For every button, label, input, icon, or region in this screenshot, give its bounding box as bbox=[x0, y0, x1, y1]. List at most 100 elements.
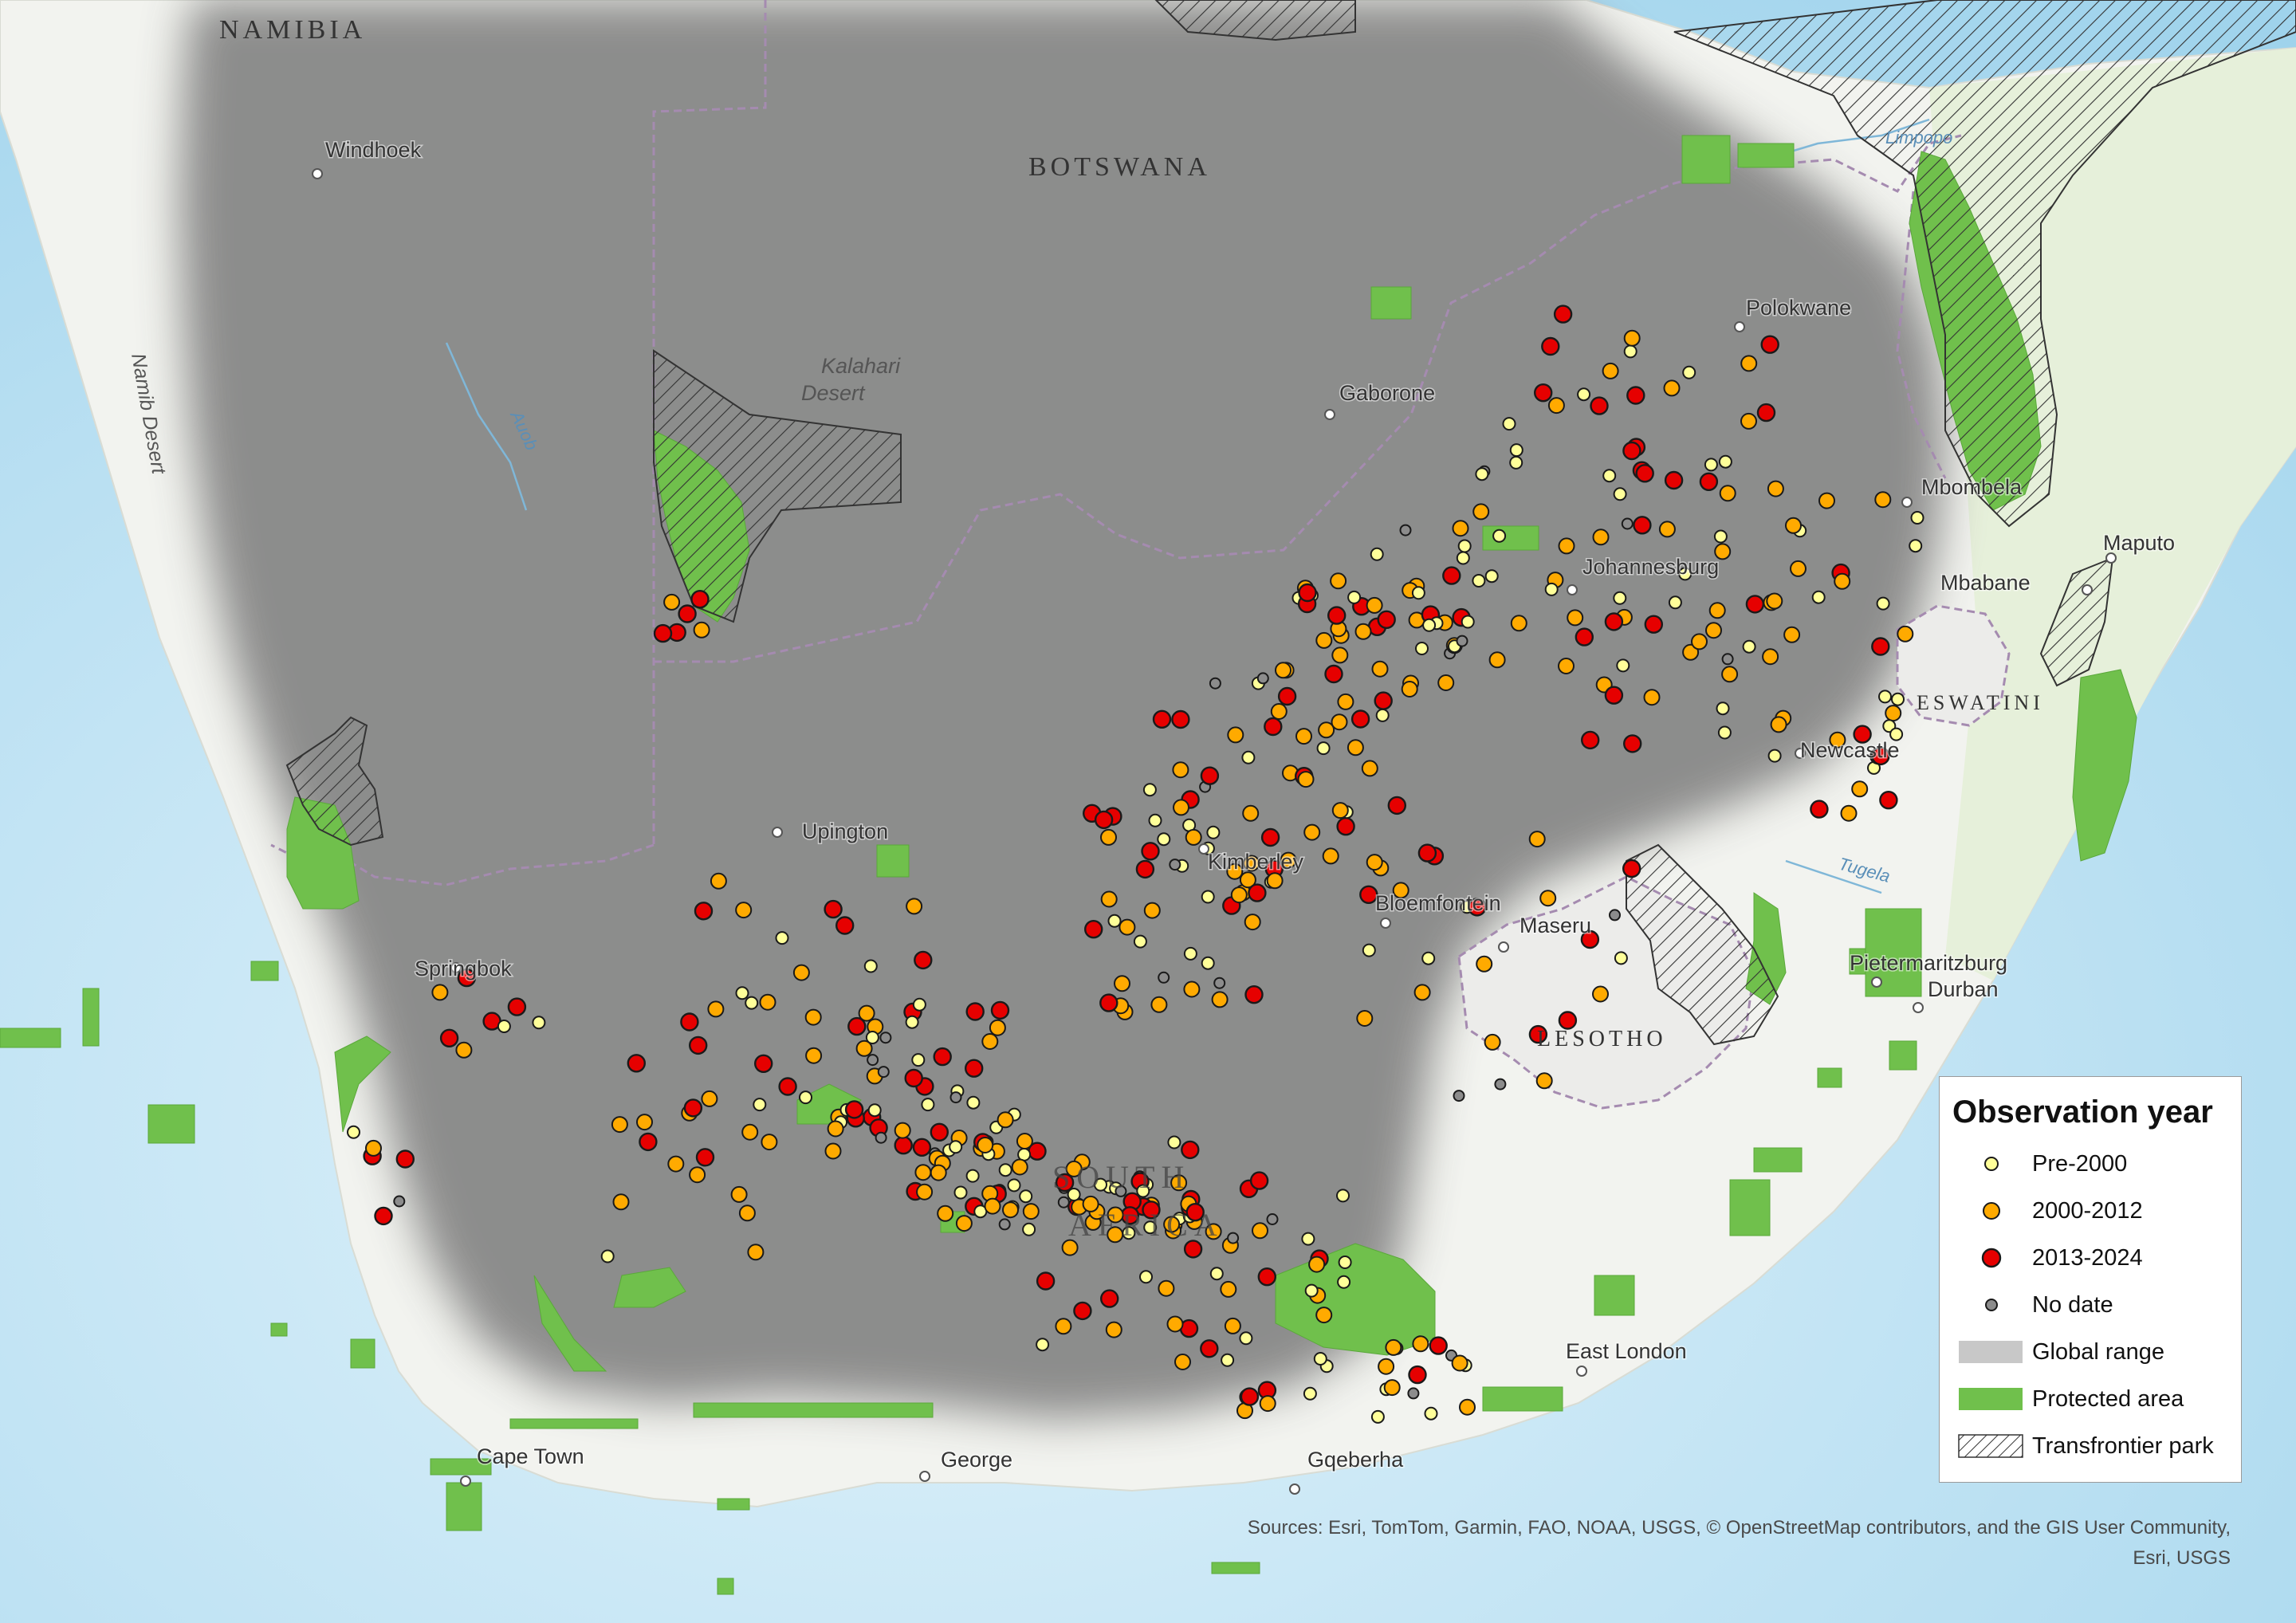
observation-point bbox=[1260, 827, 1280, 847]
city-marker-icon bbox=[450, 962, 462, 973]
observation-point bbox=[1371, 660, 1389, 678]
observation-point bbox=[1851, 780, 1869, 798]
observation-point bbox=[653, 623, 673, 643]
observation-point bbox=[1442, 566, 1461, 585]
isimangaliso-park bbox=[2072, 669, 2137, 862]
legend-label: Transfrontier park bbox=[2032, 1433, 2214, 1459]
observation-point bbox=[1461, 615, 1475, 629]
observation-point bbox=[1249, 1171, 1269, 1190]
observation-point bbox=[1678, 567, 1693, 581]
city-marker-icon bbox=[312, 168, 323, 179]
eswatini-border bbox=[1896, 604, 2011, 727]
observation-point bbox=[906, 898, 923, 915]
observation-point bbox=[1622, 441, 1641, 461]
observation-point bbox=[1174, 1354, 1191, 1370]
observation-point bbox=[1644, 615, 1664, 634]
observation-point bbox=[1385, 1338, 1402, 1356]
observation-point bbox=[1909, 539, 1923, 553]
observation-point bbox=[1626, 386, 1645, 405]
observation-point bbox=[1539, 890, 1557, 907]
great-limpopo-transfrontier bbox=[1673, 0, 2296, 528]
observation-point bbox=[1099, 1289, 1119, 1308]
legend-item-protected-area: Protected area bbox=[1940, 1377, 2241, 1424]
observation-point bbox=[1183, 980, 1201, 998]
observation-point bbox=[1762, 648, 1779, 666]
observation-point bbox=[1476, 955, 1493, 973]
observation-point bbox=[1122, 1226, 1136, 1240]
observation-point bbox=[1308, 1256, 1326, 1273]
observation-point bbox=[1337, 693, 1354, 710]
observation-point bbox=[1590, 396, 1609, 415]
observation-point bbox=[1226, 863, 1244, 880]
observation-point bbox=[600, 1249, 615, 1263]
city-labels: Windhoek Gaborone Polokwane Mbombela Maputo M… bbox=[312, 137, 2176, 1495]
city-label: Maseru bbox=[1520, 914, 1591, 937]
observation-point bbox=[1114, 975, 1130, 992]
observation-point bbox=[1002, 1201, 1019, 1219]
observation-point bbox=[753, 1098, 767, 1112]
observation-point bbox=[1315, 1307, 1333, 1324]
observation-point bbox=[1374, 691, 1393, 710]
observation-point bbox=[663, 593, 681, 611]
observation-point bbox=[747, 1244, 765, 1261]
city-marker-icon bbox=[1795, 748, 1806, 759]
observation-point bbox=[1871, 637, 1890, 656]
observation-point bbox=[1484, 569, 1499, 584]
observation-point bbox=[1239, 1331, 1253, 1346]
observation-point bbox=[1668, 595, 1682, 610]
observation-point bbox=[1167, 1135, 1181, 1149]
observation-point bbox=[1437, 674, 1455, 691]
legend: Observation year Pre-2000 2000-2012 2013… bbox=[1939, 1076, 2242, 1483]
observation-point bbox=[1362, 943, 1376, 957]
observation-point bbox=[689, 1166, 706, 1184]
observation-point bbox=[1277, 686, 1297, 706]
attribution-line-1: Sources: Esri, TomTom, Garmin, FAO, NOAA… bbox=[1247, 1517, 2231, 1539]
observation-point bbox=[431, 984, 449, 1001]
legend-label: Protected area bbox=[2032, 1386, 2184, 1412]
2013-2024-symbol-icon bbox=[1981, 1248, 2002, 1268]
observation-point bbox=[1318, 721, 1335, 739]
observation-point bbox=[1616, 658, 1630, 673]
observation-point bbox=[1528, 831, 1546, 848]
observation-point bbox=[1331, 802, 1349, 819]
observation-point bbox=[998, 1163, 1012, 1177]
observation-point bbox=[867, 1103, 882, 1118]
label-south-africa: SOUTH AFRICA bbox=[1052, 1159, 1217, 1243]
observation-point bbox=[1421, 951, 1436, 965]
observation-point bbox=[1871, 746, 1890, 766]
observation-point bbox=[1492, 529, 1507, 543]
observation-point bbox=[1422, 618, 1437, 632]
observation-point bbox=[1874, 491, 1892, 509]
observation-point bbox=[1055, 1173, 1075, 1193]
observation-point bbox=[1770, 716, 1787, 733]
legend-item-transfrontier-park: Transfrontier park bbox=[1940, 1424, 2241, 1471]
observation-point bbox=[1211, 991, 1229, 1008]
observation-point bbox=[1429, 1336, 1448, 1355]
observation-point bbox=[457, 968, 477, 988]
observation-point bbox=[1547, 397, 1565, 415]
observation-point bbox=[990, 1000, 1010, 1020]
observation-point bbox=[1713, 529, 1728, 544]
city-marker-icon bbox=[772, 827, 783, 838]
observation-point bbox=[1361, 760, 1378, 777]
observation-point bbox=[1330, 572, 1347, 590]
observation-point bbox=[1602, 469, 1617, 483]
observation-point bbox=[1682, 365, 1696, 379]
city-marker-icon bbox=[1380, 918, 1391, 929]
legend-label: 2013-2024 bbox=[2032, 1245, 2143, 1271]
city-label: Johannesburg bbox=[1582, 555, 1719, 579]
observation-point bbox=[1742, 639, 1756, 654]
observation-point bbox=[1036, 1271, 1056, 1291]
observation-point bbox=[1484, 1033, 1501, 1051]
observation-point bbox=[1613, 591, 1627, 605]
observation-point bbox=[1264, 717, 1283, 737]
observation-point bbox=[1834, 572, 1851, 590]
observation-point bbox=[1622, 734, 1642, 753]
observation-point bbox=[1401, 681, 1418, 698]
observation-point bbox=[1575, 627, 1594, 646]
city-label: Durban bbox=[1928, 977, 1999, 1001]
observation-point bbox=[1152, 709, 1172, 729]
observation-point bbox=[1315, 631, 1333, 649]
